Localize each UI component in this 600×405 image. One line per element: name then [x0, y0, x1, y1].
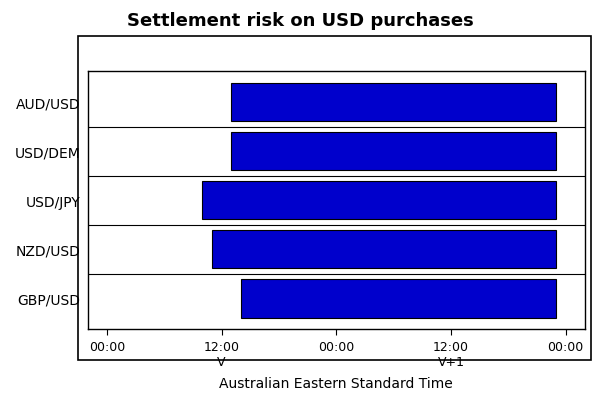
Bar	[212, 231, 556, 269]
Text: Settlement risk on USD purchases: Settlement risk on USD purchases	[127, 12, 473, 30]
Bar	[231, 133, 556, 171]
Bar	[202, 182, 556, 220]
Bar	[241, 279, 556, 318]
Bar	[231, 84, 556, 122]
X-axis label: Australian Eastern Standard Time: Australian Eastern Standard Time	[220, 376, 453, 390]
